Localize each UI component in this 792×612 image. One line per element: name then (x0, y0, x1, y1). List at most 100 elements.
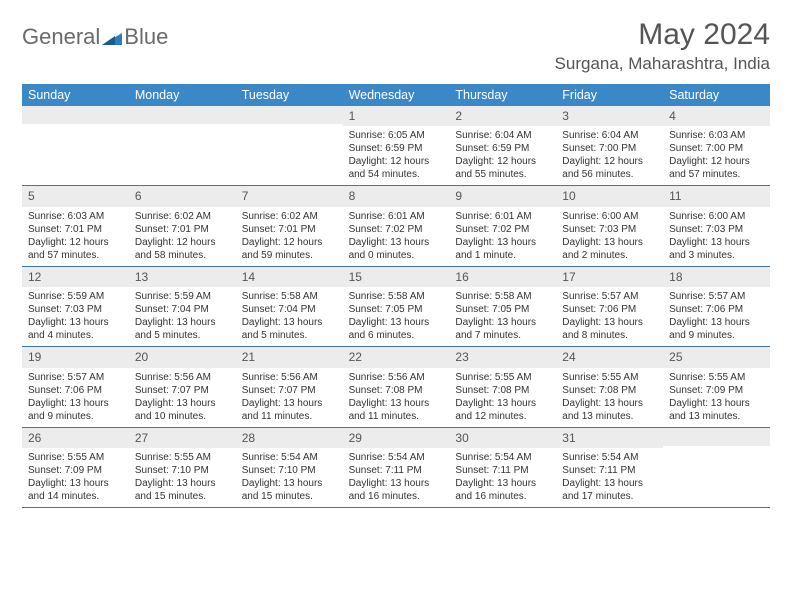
day-line: Daylight: 13 hours (455, 316, 550, 329)
day-line: Daylight: 13 hours (242, 316, 337, 329)
day-line: Sunset: 6:59 PM (455, 142, 550, 155)
day-line: and 9 minutes. (28, 410, 123, 423)
day-line: and 55 minutes. (455, 168, 550, 181)
day-line: Daylight: 12 hours (669, 155, 764, 168)
day-line: Daylight: 13 hours (135, 397, 230, 410)
day-detail: Sunrise: 5:55 AMSunset: 7:09 PMDaylight:… (22, 448, 129, 507)
day-number: 4 (663, 106, 770, 126)
calendar-cell: 28Sunrise: 5:54 AMSunset: 7:10 PMDayligh… (236, 428, 343, 507)
day-line: and 8 minutes. (562, 329, 657, 342)
day-line: Daylight: 13 hours (349, 236, 444, 249)
day-detail: Sunrise: 5:59 AMSunset: 7:04 PMDaylight:… (129, 287, 236, 346)
day-line: Sunrise: 5:57 AM (669, 290, 764, 303)
calendar-cell: 19Sunrise: 5:57 AMSunset: 7:06 PMDayligh… (22, 347, 129, 426)
day-line: Sunrise: 6:01 AM (349, 210, 444, 223)
day-line: Daylight: 13 hours (562, 477, 657, 490)
day-line: Sunset: 7:10 PM (242, 464, 337, 477)
day-line: Daylight: 13 hours (349, 397, 444, 410)
day-line: Sunrise: 5:56 AM (349, 371, 444, 384)
calendar-body: 1Sunrise: 6:05 AMSunset: 6:59 PMDaylight… (22, 106, 770, 508)
calendar-cell: 21Sunrise: 5:56 AMSunset: 7:07 PMDayligh… (236, 347, 343, 426)
day-number: 9 (449, 186, 556, 206)
day-line: Sunrise: 5:54 AM (242, 451, 337, 464)
day-line: Sunrise: 6:00 AM (669, 210, 764, 223)
day-line: Sunrise: 5:55 AM (135, 451, 230, 464)
day-line: and 1 minute. (455, 249, 550, 262)
day-detail: Sunrise: 6:01 AMSunset: 7:02 PMDaylight:… (343, 207, 450, 266)
day-detail: Sunrise: 5:54 AMSunset: 7:10 PMDaylight:… (236, 448, 343, 507)
day-detail: Sunrise: 5:58 AMSunset: 7:05 PMDaylight:… (449, 287, 556, 346)
day-detail: Sunrise: 5:55 AMSunset: 7:09 PMDaylight:… (663, 368, 770, 427)
calendar-cell: 13Sunrise: 5:59 AMSunset: 7:04 PMDayligh… (129, 267, 236, 346)
day-detail: Sunrise: 5:55 AMSunset: 7:08 PMDaylight:… (449, 368, 556, 427)
day-number: 30 (449, 428, 556, 448)
day-number: 16 (449, 267, 556, 287)
day-line: Sunset: 7:08 PM (455, 384, 550, 397)
day-line: and 12 minutes. (455, 410, 550, 423)
day-line: Sunset: 7:11 PM (455, 464, 550, 477)
day-line: Sunset: 7:07 PM (135, 384, 230, 397)
day-detail: Sunrise: 5:58 AMSunset: 7:05 PMDaylight:… (343, 287, 450, 346)
day-line: Sunrise: 5:55 AM (562, 371, 657, 384)
month-title: May 2024 (555, 18, 770, 52)
day-line: Sunrise: 5:55 AM (669, 371, 764, 384)
calendar-cell: 31Sunrise: 5:54 AMSunset: 7:11 PMDayligh… (556, 428, 663, 507)
day-line: and 10 minutes. (135, 410, 230, 423)
day-line: Sunset: 7:03 PM (28, 303, 123, 316)
day-line: and 13 minutes. (562, 410, 657, 423)
day-line: Sunrise: 6:03 AM (28, 210, 123, 223)
day-line: Sunrise: 6:02 AM (242, 210, 337, 223)
day-number: 12 (22, 267, 129, 287)
day-line: Sunrise: 5:58 AM (455, 290, 550, 303)
day-line: Sunrise: 5:58 AM (242, 290, 337, 303)
day-line: Sunset: 7:06 PM (28, 384, 123, 397)
day-detail: Sunrise: 6:02 AMSunset: 7:01 PMDaylight:… (236, 207, 343, 266)
day-detail: Sunrise: 5:54 AMSunset: 7:11 PMDaylight:… (449, 448, 556, 507)
week-row: 19Sunrise: 5:57 AMSunset: 7:06 PMDayligh… (22, 347, 770, 427)
dow-saturday: Saturday (663, 84, 770, 106)
day-line: Sunset: 6:59 PM (349, 142, 444, 155)
day-line: Daylight: 13 hours (455, 236, 550, 249)
brand-triangle-icon (102, 29, 122, 45)
day-line: and 15 minutes. (242, 490, 337, 503)
calendar-cell: 15Sunrise: 5:58 AMSunset: 7:05 PMDayligh… (343, 267, 450, 346)
day-number (129, 106, 236, 124)
day-line: and 16 minutes. (455, 490, 550, 503)
day-line: and 0 minutes. (349, 249, 444, 262)
calendar-cell: 7Sunrise: 6:02 AMSunset: 7:01 PMDaylight… (236, 186, 343, 265)
calendar-cell-empty (236, 106, 343, 185)
day-line: and 17 minutes. (562, 490, 657, 503)
day-number: 5 (22, 186, 129, 206)
day-line: Daylight: 13 hours (455, 397, 550, 410)
day-number: 29 (343, 428, 450, 448)
day-line: Sunrise: 6:02 AM (135, 210, 230, 223)
day-line: Sunrise: 5:58 AM (349, 290, 444, 303)
calendar-cell: 10Sunrise: 6:00 AMSunset: 7:03 PMDayligh… (556, 186, 663, 265)
day-detail: Sunrise: 6:03 AMSunset: 7:01 PMDaylight:… (22, 207, 129, 266)
day-detail: Sunrise: 5:57 AMSunset: 7:06 PMDaylight:… (556, 287, 663, 346)
day-number: 6 (129, 186, 236, 206)
header: General Blue May 2024 Surgana, Maharasht… (22, 18, 770, 74)
day-line: and 5 minutes. (135, 329, 230, 342)
day-line: Sunrise: 5:56 AM (242, 371, 337, 384)
day-line: Sunset: 7:11 PM (349, 464, 444, 477)
day-line: and 59 minutes. (242, 249, 337, 262)
day-detail: Sunrise: 5:59 AMSunset: 7:03 PMDaylight:… (22, 287, 129, 346)
day-number (236, 106, 343, 124)
day-line: Daylight: 13 hours (242, 397, 337, 410)
day-of-week-header: SundayMondayTuesdayWednesdayThursdayFrid… (22, 84, 770, 106)
day-detail: Sunrise: 5:56 AMSunset: 7:07 PMDaylight:… (236, 368, 343, 427)
day-detail: Sunrise: 5:55 AMSunset: 7:10 PMDaylight:… (129, 448, 236, 507)
day-line: and 2 minutes. (562, 249, 657, 262)
day-line: Sunset: 7:08 PM (349, 384, 444, 397)
day-line: Daylight: 13 hours (349, 477, 444, 490)
dow-friday: Friday (556, 84, 663, 106)
day-number: 3 (556, 106, 663, 126)
day-line: and 58 minutes. (135, 249, 230, 262)
day-line: Daylight: 12 hours (242, 236, 337, 249)
day-line: Sunset: 7:11 PM (562, 464, 657, 477)
day-number: 27 (129, 428, 236, 448)
day-line: and 54 minutes. (349, 168, 444, 181)
calendar-cell: 23Sunrise: 5:55 AMSunset: 7:08 PMDayligh… (449, 347, 556, 426)
calendar-cell: 27Sunrise: 5:55 AMSunset: 7:10 PMDayligh… (129, 428, 236, 507)
